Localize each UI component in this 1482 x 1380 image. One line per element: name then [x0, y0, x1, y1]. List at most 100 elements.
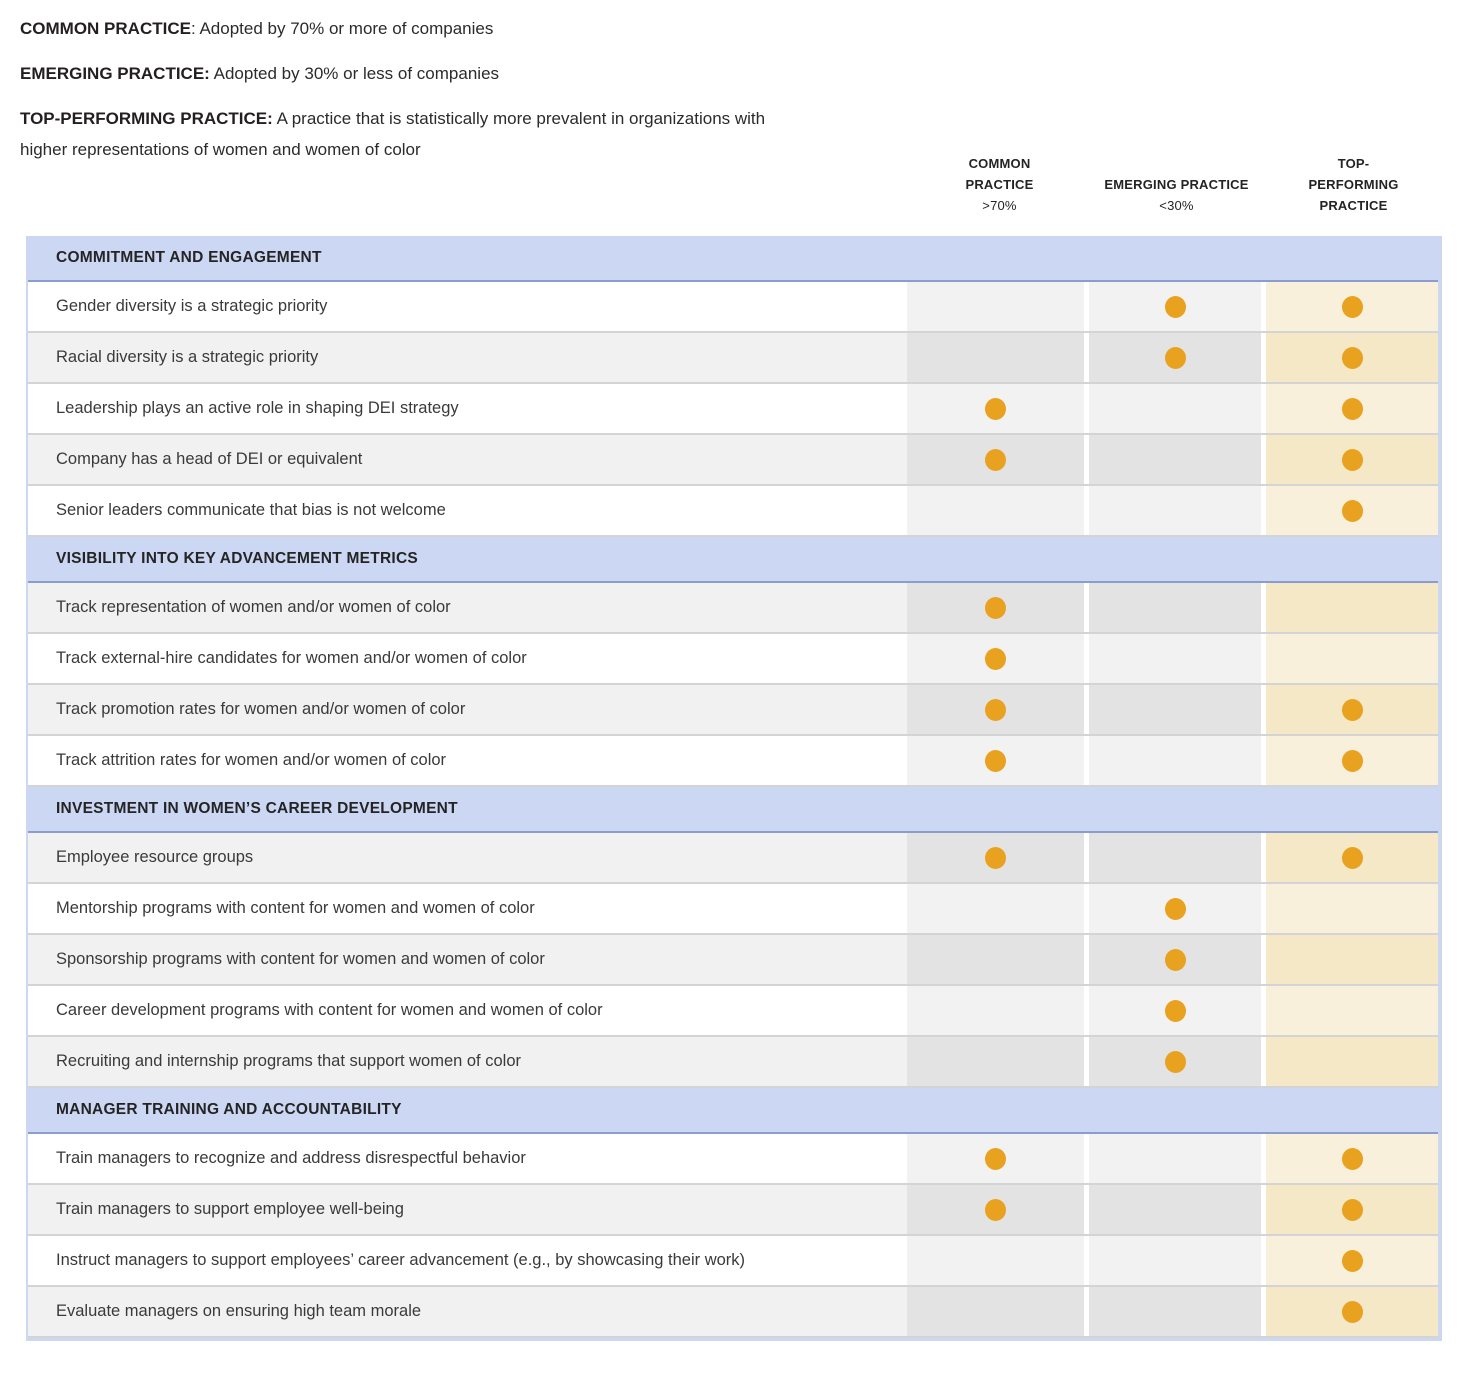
legend-common: COMMON PRACTICE: Adopted by 70% or more …: [20, 14, 780, 45]
table-row: Evaluate managers on ensuring high team …: [28, 1287, 1438, 1338]
legend-top-performing-definition: A practice that is statistically more pr…: [20, 108, 766, 159]
top-practice-cell: [1261, 884, 1438, 933]
emerging-practice-cell: [1084, 1236, 1261, 1285]
practice-dot: [985, 846, 1006, 869]
column-header-emerging: EMERGING PRACTICE <30%: [1088, 148, 1265, 216]
practice-label: Recruiting and internship programs that …: [56, 1052, 521, 1070]
practice-dot: [1341, 346, 1363, 369]
column-header-common-threshold: >70%: [982, 197, 1017, 213]
common-practice-cell: [907, 935, 1084, 984]
top-practice-cell: [1261, 583, 1438, 632]
emerging-practice-cell: [1084, 435, 1261, 484]
legend-top-performing: TOP-PERFORMING PRACTICE: A practice that…: [20, 104, 780, 166]
practice-dot: [1341, 1147, 1363, 1170]
emerging-practice-cell: [1084, 1134, 1261, 1183]
column-header-common: COMMON PRACTICE >70%: [911, 148, 1088, 216]
section-header: MANAGER TRAINING AND ACCOUNTABILITY: [28, 1088, 1438, 1134]
practice-dot: [1164, 295, 1186, 318]
emerging-practice-cell: [1084, 486, 1261, 535]
practice-dot: [1341, 295, 1363, 318]
section-header: INVESTMENT IN WOMEN’S CAREER DEVELOPMENT: [28, 787, 1438, 833]
top-practice-cell: [1261, 986, 1438, 1035]
column-header-common-line2: PRACTICE: [965, 176, 1034, 192]
practice-dot: [1341, 448, 1363, 471]
common-practice-cell: [907, 634, 1084, 683]
practice-label: Train managers to support employee well-…: [56, 1200, 404, 1218]
emerging-practice-cell: [1084, 1185, 1261, 1234]
top-practice-cell: [1261, 935, 1438, 984]
legend: COMMON PRACTICE: Adopted by 70% or more …: [20, 14, 780, 180]
practice-label: Sponsorship programs with content for wo…: [56, 950, 545, 968]
practice-label: Train managers to recognize and address …: [56, 1149, 526, 1167]
column-header-top-line1: TOP-: [1337, 155, 1370, 171]
top-practice-cell: [1261, 282, 1438, 331]
common-practice-cell: [907, 282, 1084, 331]
emerging-practice-cell: [1084, 884, 1261, 933]
practice-dot: [985, 596, 1006, 619]
practice-label: Evaluate managers on ensuring high team …: [56, 1302, 422, 1320]
table-row: Train managers to recognize and address …: [28, 1134, 1438, 1185]
table-row: Company has a head of DEI or equivalent: [28, 435, 1438, 486]
column-headers: COMMON PRACTICE >70% EMERGING PRACTICE <…: [26, 148, 1442, 216]
top-practice-cell: [1261, 333, 1438, 382]
legend-emerging: EMERGING PRACTICE: Adopted by 30% or les…: [20, 59, 780, 90]
legend-common-definition: : Adopted by 70% or more of companies: [190, 19, 494, 38]
emerging-practice-cell: [1084, 685, 1261, 734]
table-row: Racial diversity is a strategic priority: [28, 333, 1438, 384]
table-row: Track attrition rates for women and/or w…: [28, 736, 1438, 787]
practice-matrix-table: COMMITMENT AND ENGAGEMENT Gender diversit…: [26, 236, 1442, 1341]
practice-dot: [1164, 948, 1186, 971]
top-practice-cell: [1261, 1287, 1438, 1336]
table-row: Track promotion rates for women and/or w…: [28, 685, 1438, 736]
top-practice-cell: [1261, 1185, 1438, 1234]
top-practice-cell: [1261, 736, 1438, 785]
legend-emerging-term: EMERGING PRACTICE:: [20, 63, 210, 83]
table-row: Train managers to support employee well-…: [28, 1185, 1438, 1236]
practice-dot: [1341, 1198, 1363, 1221]
practice-dot: [985, 1147, 1006, 1170]
top-practice-cell: [1261, 1236, 1438, 1285]
emerging-practice-cell: [1084, 384, 1261, 433]
emerging-practice-cell: [1084, 935, 1261, 984]
table-row: Employee resource groups: [28, 833, 1438, 884]
common-practice-cell: [907, 333, 1084, 382]
emerging-practice-cell: [1084, 1037, 1261, 1086]
practice-label: Employee resource groups: [56, 848, 254, 866]
top-practice-cell: [1261, 833, 1438, 882]
table-row: Gender diversity is a strategic priority: [28, 282, 1438, 333]
practice-label: Track promotion rates for women and/or w…: [56, 700, 466, 718]
common-practice-cell: [907, 1287, 1084, 1336]
common-practice-cell: [907, 435, 1084, 484]
table-row: Senior leaders communicate that bias is …: [28, 486, 1438, 537]
practice-dot: [1341, 1300, 1363, 1323]
table-row: Mentorship programs with content for wom…: [28, 884, 1438, 935]
practice-label: Instruct managers to support employees’ …: [56, 1251, 746, 1269]
legend-top-performing-term: TOP-PERFORMING PRACTICE:: [20, 108, 273, 128]
practice-label: Leadership plays an active role in shapi…: [56, 399, 459, 417]
table-row: Track external-hire candidates for women…: [28, 634, 1438, 685]
common-practice-cell: [907, 1236, 1084, 1285]
common-practice-cell: [907, 833, 1084, 882]
emerging-practice-cell: [1084, 333, 1261, 382]
legend-common-term: COMMON PRACTICE: [20, 19, 191, 38]
table-row: Recruiting and internship programs that …: [28, 1037, 1438, 1088]
practice-dot: [985, 647, 1006, 670]
legend-emerging-definition: Adopted by 30% or less of companies: [209, 63, 500, 83]
table-row: Career development programs with content…: [28, 986, 1438, 1037]
emerging-practice-cell: [1084, 634, 1261, 683]
practice-dot: [1341, 846, 1363, 869]
common-practice-cell: [907, 486, 1084, 535]
top-practice-cell: [1261, 1037, 1438, 1086]
practice-dot: [1341, 1249, 1363, 1272]
practice-dot: [1341, 499, 1363, 522]
practice-label: Racial diversity is a strategic priority: [56, 348, 319, 366]
table-row: Sponsorship programs with content for wo…: [28, 935, 1438, 986]
top-practice-cell: [1261, 685, 1438, 734]
emerging-practice-cell: [1084, 986, 1261, 1035]
practice-label: Track attrition rates for women and/or w…: [56, 751, 447, 769]
common-practice-cell: [907, 1185, 1084, 1234]
emerging-practice-cell: [1084, 736, 1261, 785]
column-header-top-performing: TOP- PERFORMING PRACTICE: [1265, 148, 1442, 216]
emerging-practice-cell: [1084, 583, 1261, 632]
common-practice-cell: [907, 736, 1084, 785]
